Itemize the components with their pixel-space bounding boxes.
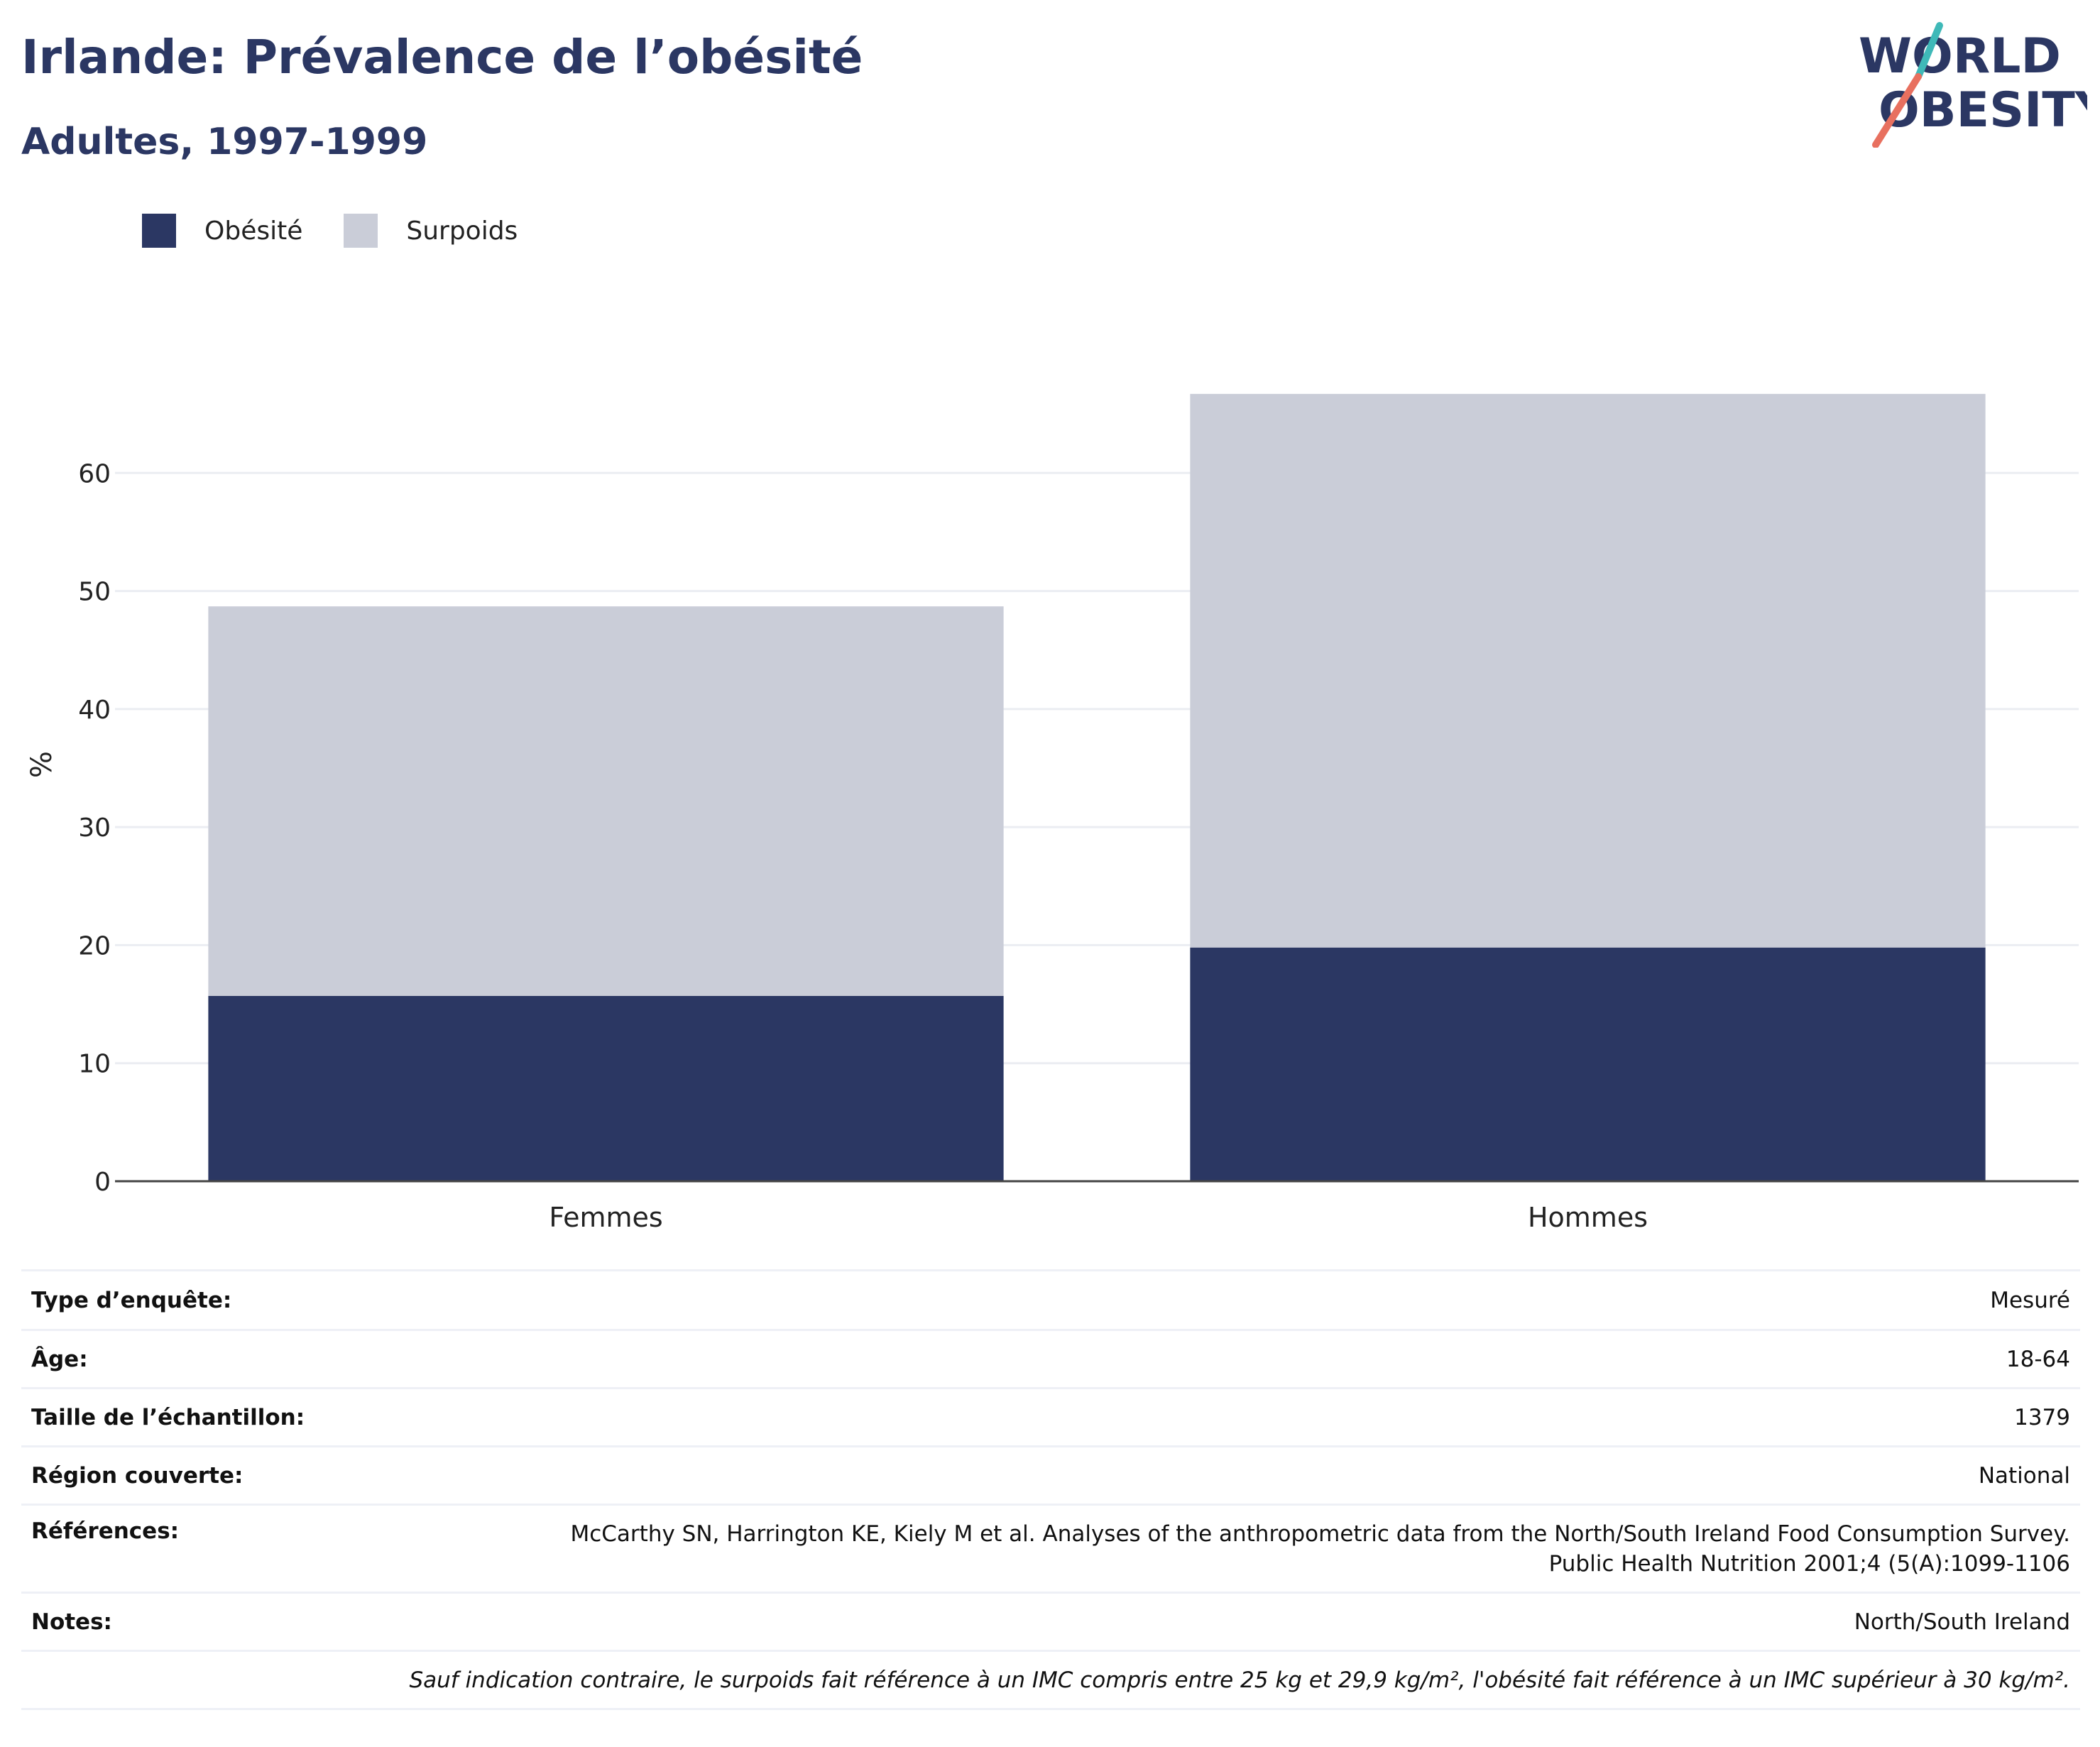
survey-info-table: Type d’enquête: Mesuré Âge: 18-64 Taille de …: [21, 1269, 2080, 1710]
chart-subtitle: Adultes, 1997-1999: [21, 121, 428, 163]
info-key: Type d’enquête:: [21, 1269, 355, 1330]
legend-swatch-obesite: [142, 214, 176, 248]
legend-label-surpoids: Surpoids: [406, 216, 518, 246]
legend-item-obesite[interactable]: Obésité: [142, 214, 302, 248]
info-row: Région couverte: National: [21, 1445, 2080, 1505]
info-key: Taille de l’échantillon:: [21, 1387, 355, 1447]
y-tick-label: 30: [78, 814, 111, 843]
info-value: 1379: [354, 1387, 2080, 1447]
info-row: Taille de l’échantillon: 1379: [21, 1387, 2080, 1447]
info-value: Mesuré: [354, 1269, 2080, 1330]
info-key: Références:: [21, 1504, 355, 1593]
y-tick-label: 10: [78, 1050, 111, 1079]
bars: [208, 393, 1986, 1181]
logo-line-obesity: OBESITY: [1878, 82, 2087, 138]
reference-line: McCarthy SN, Harrington KE, Kiely M et a…: [570, 1521, 2070, 1547]
info-key: Notes:: [21, 1592, 355, 1651]
logo-slash-coral: [1872, 73, 1922, 148]
x-category-label: Hommes: [1528, 1202, 1648, 1233]
bar-hommes-surpoids[interactable]: [1190, 393, 1986, 948]
info-value: North/South Ireland: [354, 1592, 2080, 1651]
y-tick-label: 0: [94, 1168, 111, 1197]
info-value: McCarthy SN, Harrington KE, Kiely M et a…: [354, 1504, 2080, 1593]
info-key: Région couverte:: [21, 1445, 355, 1505]
y-axis-title: %: [26, 751, 58, 778]
world-obesity-logo: WORLD OBESITY: [1859, 22, 2087, 148]
legend-swatch-surpoids: [344, 214, 378, 248]
bar-femmes-surpoids[interactable]: [208, 606, 1004, 996]
y-tick-label: 20: [78, 931, 111, 960]
info-row-footnote: Sauf indication contraire, le surpoids f…: [21, 1650, 2080, 1710]
info-key: Âge:: [21, 1329, 355, 1389]
footnote: Sauf indication contraire, le surpoids f…: [21, 1650, 2080, 1710]
reference-line: Public Health Nutrition 2001;4 (5(A):109…: [1548, 1550, 2070, 1577]
info-row: Notes: North/South Ireland: [21, 1592, 2080, 1651]
x-category-labels: Femmes Hommes: [549, 1202, 1648, 1233]
y-tick-labels: 0 10 20 30 40 50 60: [78, 459, 111, 1197]
logo-line-world: WORLD: [1859, 28, 2061, 84]
legend-item-surpoids[interactable]: Surpoids: [344, 214, 518, 248]
bar-femmes-obesite[interactable]: [208, 995, 1004, 1181]
y-tick-label: 40: [78, 696, 111, 725]
x-category-label: Femmes: [549, 1202, 662, 1233]
y-tick-label: 50: [78, 578, 111, 607]
info-row: Âge: 18-64: [21, 1329, 2080, 1389]
stacked-bar-chart: 0 10 20 30 40 50 60 Femmes Hommes %: [26, 393, 2079, 1233]
logo-slash-teal: [1915, 22, 1943, 80]
info-value: 18-64: [354, 1329, 2080, 1389]
legend-label-obesite: Obésité: [204, 216, 303, 246]
bar-hommes-obesite[interactable]: [1190, 947, 1986, 1181]
y-tick-label: 60: [78, 459, 111, 488]
chart-legend: Obésité Surpoids: [142, 212, 559, 250]
info-row: Type d’enquête: Mesuré: [21, 1269, 2080, 1330]
info-row: Références: McCarthy SN, Harrington KE, K…: [21, 1504, 2080, 1593]
chart-title: Irlande: Prévalence de l’obésité: [21, 30, 863, 84]
info-value: National: [354, 1445, 2080, 1505]
